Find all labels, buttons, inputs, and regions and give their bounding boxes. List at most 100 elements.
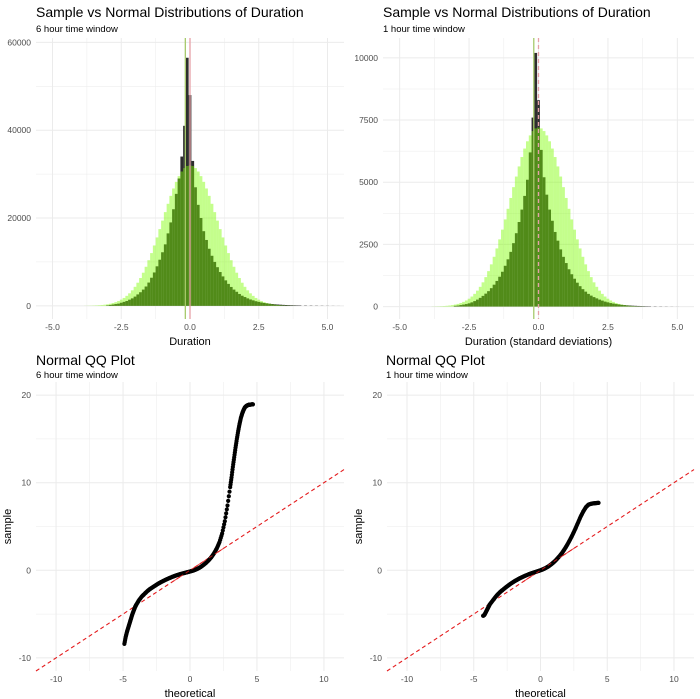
normal-bar xyxy=(141,272,145,306)
normal-bar xyxy=(470,296,474,307)
qq-point xyxy=(226,498,231,503)
sample-bar xyxy=(172,209,175,306)
qq-point xyxy=(222,519,227,524)
sample-bar xyxy=(478,297,482,307)
sample-bar xyxy=(462,304,465,307)
sample-bar xyxy=(284,304,288,306)
normal-bar xyxy=(545,135,549,307)
normal-bar xyxy=(169,195,173,306)
sample-bar xyxy=(553,231,557,307)
sample-bar xyxy=(210,255,214,306)
sample-bar xyxy=(598,299,601,307)
sample-bar xyxy=(631,305,635,307)
sample-bar xyxy=(243,297,247,306)
sample-bar xyxy=(155,266,159,306)
sample-bar xyxy=(573,278,576,307)
sample-bar xyxy=(117,303,120,306)
normal-bar xyxy=(150,253,153,306)
qq-point xyxy=(224,507,229,512)
normal-bar xyxy=(556,166,560,307)
normal-bar xyxy=(473,293,477,307)
normal-bar xyxy=(243,286,247,306)
normal-bar xyxy=(108,303,112,306)
sample-bar xyxy=(595,298,599,307)
sample-bar xyxy=(147,282,151,306)
normal-bar xyxy=(251,295,255,306)
normal-bar xyxy=(103,304,107,306)
normal-bar xyxy=(229,260,233,306)
normal-bar xyxy=(451,305,454,307)
sample-bar xyxy=(232,289,236,306)
sample-bar xyxy=(235,291,239,306)
normal-bar xyxy=(262,302,266,306)
normal-bar xyxy=(514,176,518,307)
sample-bar xyxy=(503,265,507,307)
normal-bar xyxy=(155,237,159,306)
normal-bar xyxy=(537,127,540,307)
normal-bar xyxy=(517,166,521,307)
sample-bar xyxy=(523,195,527,307)
normal-bar xyxy=(598,290,601,307)
sample-bar xyxy=(268,303,272,306)
normal-bar xyxy=(584,264,588,307)
normal-bar xyxy=(531,131,535,307)
y-tick-label: 20 xyxy=(373,390,383,400)
sample-bar xyxy=(240,295,244,306)
x-tick-label: -5.0 xyxy=(45,322,60,332)
sample-bar xyxy=(224,280,228,306)
y-tick-label: 0 xyxy=(373,302,378,312)
sample-bar xyxy=(528,152,532,307)
qq-point xyxy=(227,489,232,494)
sample-bar xyxy=(575,282,579,307)
sample-bar xyxy=(262,302,266,306)
normal-bar xyxy=(464,300,468,307)
sample-bar xyxy=(161,252,164,306)
sample-bar xyxy=(542,177,546,307)
normal-bar xyxy=(523,148,527,307)
qq-chart-6h: -10 -5 0 5 10 -10 0 10 20 theoretical sample xyxy=(2,382,345,699)
normal-bar xyxy=(202,181,206,306)
sample-bar xyxy=(489,288,493,307)
normal-bar xyxy=(279,305,283,306)
y-tick-label: 7500 xyxy=(359,115,378,125)
y-tick-label: 10 xyxy=(373,478,383,488)
normal-bar xyxy=(476,290,479,307)
normal-bar xyxy=(106,304,109,306)
sample-bar xyxy=(205,239,208,306)
x-tick-label: 2.5 xyxy=(253,322,265,332)
normal-bar xyxy=(221,237,225,306)
normal-bar xyxy=(442,306,446,307)
y-tick-label: 60000 xyxy=(7,37,31,47)
normal-bar xyxy=(183,168,186,306)
sample-bar xyxy=(130,298,134,306)
sample-bar xyxy=(531,117,535,307)
sample-bar xyxy=(517,222,521,307)
sample-bar xyxy=(520,209,524,307)
y-tick-label: 5000 xyxy=(359,177,378,187)
normal-bar xyxy=(495,248,499,307)
x-axis-label: theoretical xyxy=(515,688,566,699)
qq-point xyxy=(223,515,228,520)
sample-bar xyxy=(207,248,211,306)
normal-bar xyxy=(550,148,554,307)
sample-bar xyxy=(498,276,502,307)
x-tick-label: -5.0 xyxy=(392,322,407,332)
normal-bar xyxy=(512,187,515,307)
sample-bar xyxy=(470,302,474,307)
normal-bar xyxy=(595,286,599,307)
sample-bar xyxy=(238,293,241,306)
x-tick-label: -2.5 xyxy=(114,322,129,332)
sample-bar xyxy=(464,304,468,307)
sample-bar xyxy=(512,243,515,307)
y-tick-label: 20 xyxy=(22,390,32,400)
normal-bar xyxy=(246,290,250,306)
normal-bar xyxy=(166,203,170,306)
normal-bar xyxy=(185,166,189,306)
normal-bar xyxy=(128,293,131,306)
sample-bar xyxy=(581,289,585,307)
normal-bar xyxy=(122,297,126,306)
normal-bar xyxy=(271,304,274,306)
sample-bar xyxy=(617,304,621,307)
normal-bar xyxy=(448,305,452,307)
sample-bar xyxy=(473,301,477,307)
